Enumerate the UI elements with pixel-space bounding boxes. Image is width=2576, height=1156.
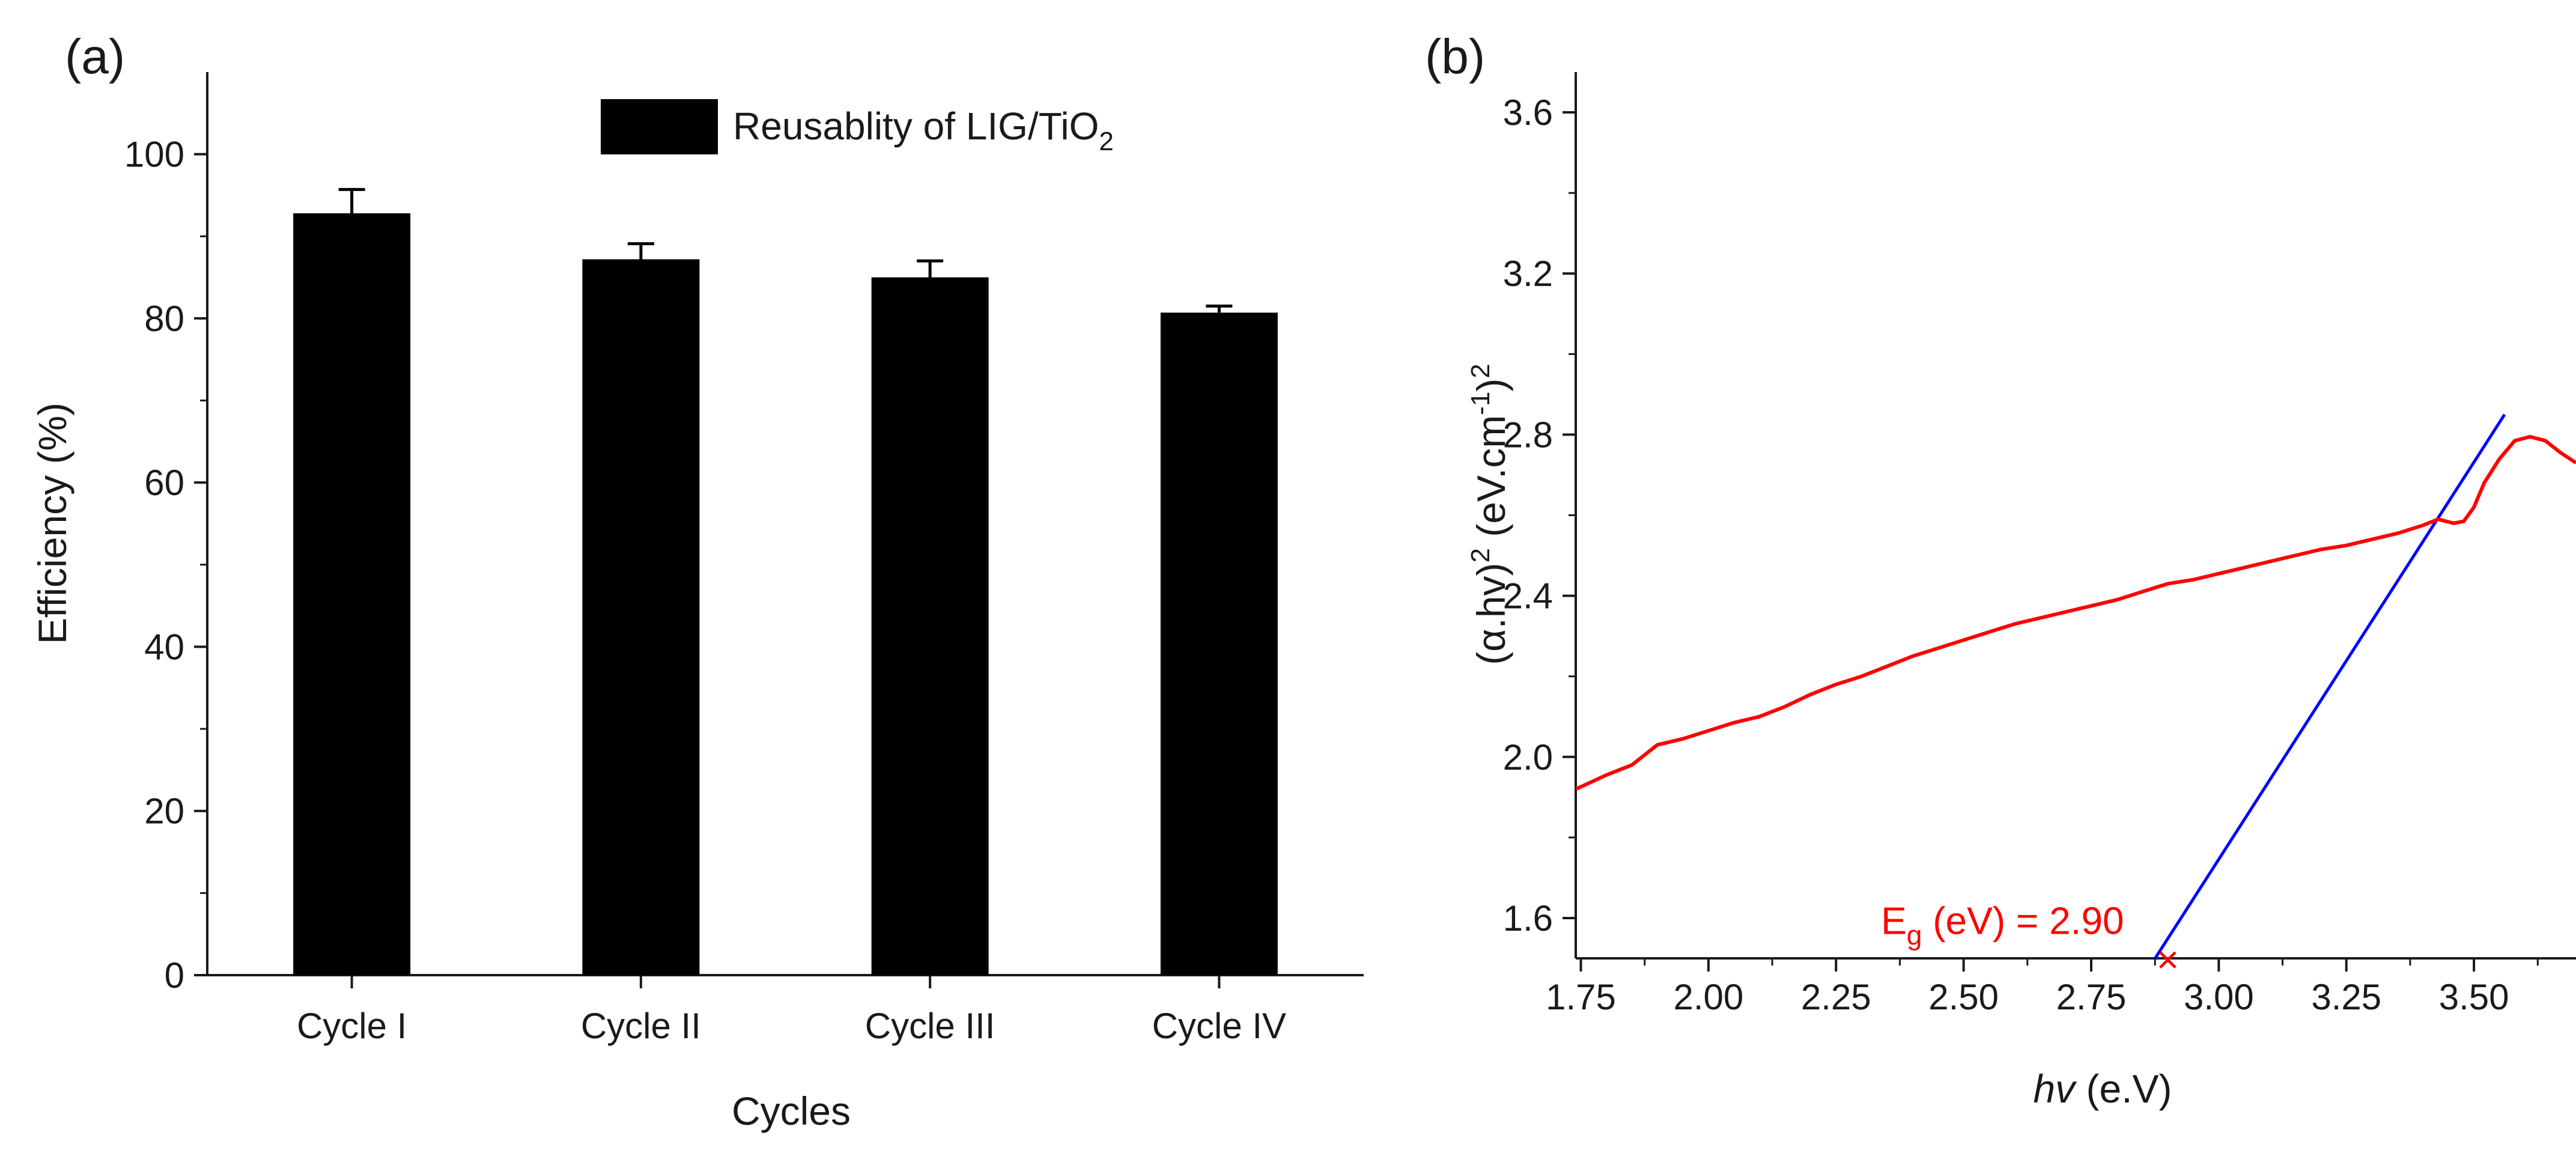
panel-a-bar: [293, 213, 411, 976]
panel-a-y-tick-label: 60: [144, 463, 184, 503]
panel-b-x-tick-label: 2.25: [1801, 977, 1871, 1017]
panel-a-bar: [1160, 312, 1278, 976]
panel-a: (a) 0 20 40 60 80 100 Cycle I Cycle II Cycle II…: [30, 29, 1364, 1133]
panel-b-bandgap-annotation: Eg (eV) = 2.90: [1881, 899, 2124, 951]
panel-a-y-tick-label: 20: [144, 791, 184, 832]
panel-a-y-tick-label: 0: [165, 955, 184, 996]
panel-a-x-tick-label: Cycle III: [865, 1006, 995, 1046]
panel-a-bar: [871, 277, 989, 975]
panel-b-x-axis-title: hv (e.V): [2033, 1066, 2172, 1111]
panel-b-y-tick-label: 3.2: [1503, 254, 1553, 294]
panel-a-y-tick-label: 100: [124, 135, 184, 175]
panel-a-legend-label: Reusablity of LIG/TiO2: [733, 105, 1114, 156]
panel-b-x-tick-label: 3.25: [2311, 977, 2381, 1017]
panel-b-x-tick-label: 2.75: [2056, 977, 2127, 1017]
panel-b-y-tick-label: 2.0: [1503, 737, 1553, 777]
panel-a-legend: Reusablity of LIG/TiO2: [601, 99, 1114, 156]
panel-b-x-tick-label: 2.00: [1673, 977, 1743, 1017]
panel-a-bars: [293, 187, 1278, 976]
panel-b-spectrum-line: [1576, 434, 2576, 791]
panel-a-x-axis-title: Cycles: [732, 1089, 851, 1133]
panel-a-y-ticks: 0 20 40 60 80 100: [124, 135, 207, 996]
panel-b-y-tick-label: 1.6: [1503, 898, 1553, 938]
panel-b-x-tick-label: 3.00: [2184, 977, 2254, 1017]
panel-b-x-tick-label: 3.50: [2439, 977, 2509, 1017]
panel-b-y-tick-label: 3.6: [1503, 93, 1553, 133]
panel-b-x-tick-label: 2.50: [1928, 977, 1999, 1017]
panel-b-y-tick-label: 2.8: [1503, 415, 1553, 455]
panel-a-y-axis-title: Efficiency (%): [30, 403, 74, 644]
panel-b-y-ticks: 1.6 2.0 2.4 2.8 3.2 3.6: [1503, 93, 1576, 938]
panel-a-x-tick-label: Cycle II: [581, 1006, 701, 1046]
panel-a-label: (a): [65, 29, 125, 84]
panel-b-x-tick-label: 1.75: [1546, 977, 1616, 1017]
panel-b-y-tick-label: 2.4: [1503, 576, 1553, 616]
panel-b-x-ticks: 1.75 2.00 2.25 2.50 2.75 3.00 3.25 3.50: [1546, 958, 2539, 1017]
panel-a-y-tick-label: 80: [144, 299, 184, 339]
panel-b-label: (b): [1425, 29, 1485, 84]
panel-b-tangent-line: [2153, 413, 2506, 958]
panel-b-intercept-marker: ×: [2157, 938, 2179, 981]
panel-b-y-axis-title: (α.hv)2 (eV.cm-1)2: [1466, 364, 1513, 665]
panel-a-y-tick-label: 40: [144, 627, 184, 667]
panel-b: (b) 1.6 2.0 2.4 2.8 3.2 3.6 1.75 2.00 2.25 2.50 2…: [1425, 29, 2576, 1111]
panel-a-bar: [582, 259, 700, 976]
panel-a-x-ticks: Cycle I Cycle II Cycle III Cycle IV: [297, 975, 1286, 1046]
panel-a-x-tick-label: Cycle IV: [1152, 1006, 1286, 1046]
panel-a-x-tick-label: Cycle I: [297, 1006, 407, 1046]
panel-a-legend-swatch: [601, 99, 718, 154]
